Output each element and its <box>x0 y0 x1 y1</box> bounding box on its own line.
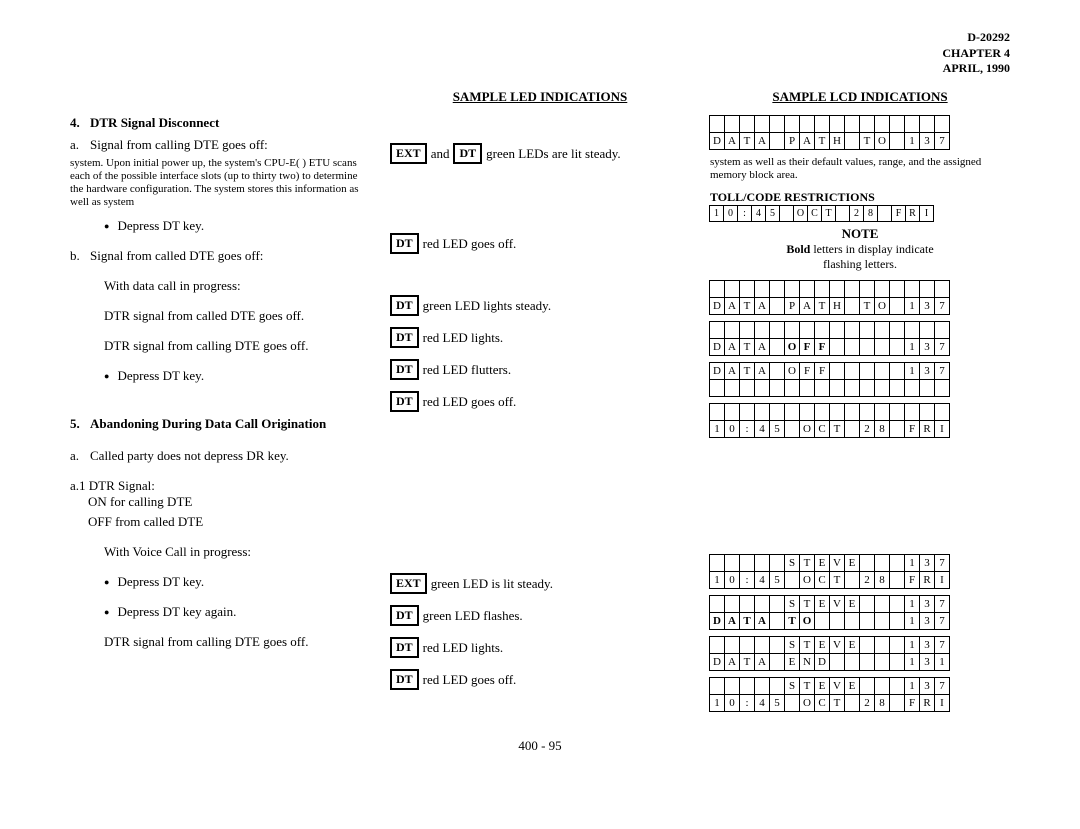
led-row: DT red LED lights. <box>390 327 690 349</box>
sec5-bullet1: Depress DT key. <box>104 574 370 590</box>
lcd-display: 10:45OCT28FRI <box>710 403 1010 438</box>
sec4-sub1: With data call in progress: <box>104 278 370 294</box>
led-row: DT green LED lights steady. <box>390 295 690 317</box>
dt-box: DT <box>390 637 419 658</box>
section-4-title: 4. DTR Signal Disconnect <box>70 115 370 131</box>
lcd-display: STEVE137DATATO137 <box>710 595 1010 630</box>
sec5-a: a.Called party does not depress DR key. <box>70 448 370 464</box>
dt-box: DT <box>390 233 419 254</box>
dt-box: DT <box>390 359 419 380</box>
lcd-heading: SAMPLE LCD INDICATIONS <box>710 89 1010 105</box>
right-column: SAMPLE LCD INDICATIONS DATAPATHTO137 sys… <box>710 89 1010 718</box>
led-row: EXT and DT green LEDs are lit steady. <box>390 143 690 165</box>
sec5-a1: a.1 DTR Signal: <box>70 478 370 494</box>
note-heading: NOTE <box>710 226 1010 242</box>
left-column: 4. DTR Signal Disconnect a.Signal from c… <box>70 89 370 718</box>
sec4-sub3: DTR signal from calling DTE goes off. <box>104 338 370 354</box>
doc-number: D-20292 <box>70 30 1010 46</box>
sec5-a1-l2: OFF from called DTE <box>88 514 370 530</box>
led-heading: SAMPLE LED INDICATIONS <box>390 89 690 105</box>
toll-heading: TOLL/CODE RESTRICTIONS <box>710 190 1010 205</box>
doc-date: APRIL, 1990 <box>70 61 1010 77</box>
led-row: DT red LED goes off. <box>390 391 690 413</box>
dt-box: DT <box>453 143 482 164</box>
lcd-display: STEVE13710:45OCT28FRI <box>710 677 1010 712</box>
dt-box: DT <box>390 391 419 412</box>
lcd-display: DATAPATHTO137 <box>710 280 1010 315</box>
sec4-bullet1: Depress DT key. <box>104 218 370 234</box>
lcd-display: STEVE137DATAEND131 <box>710 636 1010 671</box>
dt-box: DT <box>390 669 419 690</box>
lcd-display: STEVE13710:45OCT28FRI <box>710 554 1010 589</box>
sec4-bullet2: Depress DT key. <box>104 368 370 384</box>
page-number: 400 - 95 <box>70 738 1010 754</box>
garbled-right: system as well as their default values, … <box>710 156 1010 182</box>
dt-box: DT <box>390 605 419 626</box>
dt-box: DT <box>390 327 419 348</box>
sec4-a: a.Signal from calling DTE goes off: <box>70 137 370 153</box>
note-body: Bold Bold letters in display indicatelet… <box>710 242 1010 272</box>
section-5-title: 5. Abandoning During Data Call Originati… <box>70 416 370 432</box>
dt-box: DT <box>390 295 419 316</box>
sec4-b: b.Signal from called DTE goes off: <box>70 248 370 264</box>
lcd-float: 10:45OCT28FRI <box>710 205 1010 222</box>
led-row: EXT green LED is lit steady. <box>390 573 690 595</box>
sec4-sub2: DTR signal from called DTE goes off. <box>104 308 370 324</box>
sec5-sub1: With Voice Call in progress: <box>104 544 370 560</box>
ext-box: EXT <box>390 573 427 594</box>
led-row: DT red LED flutters. <box>390 359 690 381</box>
sec5-bullet2: Depress DT key again. <box>104 604 370 620</box>
lcd-display: DATAOFF137 <box>710 321 1010 356</box>
doc-header: D-20292 CHAPTER 4 APRIL, 1990 <box>70 30 1010 77</box>
sec5-sub2: DTR signal from calling DTE goes off. <box>104 634 370 650</box>
middle-column: SAMPLE LED INDICATIONS EXT and DT green … <box>390 89 690 718</box>
garbled-overlay-text: system. Upon initial power up, the syste… <box>70 157 370 210</box>
ext-box: EXT <box>390 143 427 164</box>
led-row: DT red LED goes off. <box>390 233 690 255</box>
led-row: DT green LED flashes. <box>390 605 690 627</box>
lcd-display: DATAPATHTO137 <box>710 115 1010 150</box>
sec5-a1-l1: ON for calling DTE <box>88 494 370 510</box>
lcd-display: DATAOFF137 <box>710 362 1010 397</box>
led-row: DT red LED lights. <box>390 637 690 659</box>
led-row: DT red LED goes off. <box>390 669 690 691</box>
doc-chapter: CHAPTER 4 <box>70 46 1010 62</box>
